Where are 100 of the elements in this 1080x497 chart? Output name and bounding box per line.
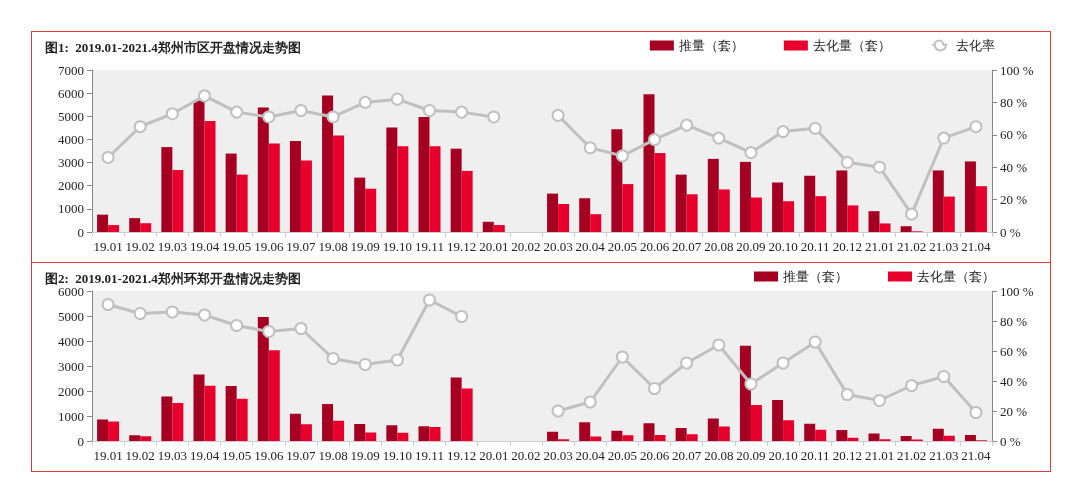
- bar: [611, 129, 623, 232]
- bar: [300, 160, 312, 232]
- bar: [289, 413, 301, 441]
- bar: [675, 428, 687, 441]
- y2-tick-label: 60 %: [1000, 127, 1028, 143]
- point: [969, 120, 983, 134]
- bar: [236, 174, 248, 232]
- y2-tick-label: 40 %: [1000, 159, 1028, 175]
- bar: [450, 148, 462, 232]
- point: [487, 110, 501, 124]
- x-tick-label: 19.03: [157, 239, 187, 254]
- bar: [707, 158, 719, 232]
- bar: [750, 405, 762, 441]
- bar: [354, 177, 366, 232]
- x-tick-label: 20.05: [607, 239, 637, 254]
- bar: [204, 120, 216, 232]
- point: [101, 150, 115, 164]
- bar: [739, 161, 751, 232]
- point: [198, 89, 211, 103]
- bar: [450, 377, 462, 441]
- y2-tick-label: 80 %: [1000, 94, 1028, 110]
- x-tick-label: 20.03: [543, 239, 573, 254]
- bar: [482, 221, 494, 232]
- x-tick-label: 19.08: [318, 239, 348, 254]
- bar: [815, 196, 827, 232]
- y-tick-label: 5000: [58, 308, 84, 324]
- x-tick-label: 20.08: [704, 239, 734, 254]
- bar: [129, 218, 141, 232]
- x-tick-label: 19.06: [254, 448, 284, 463]
- x-tick-label: 19.09: [350, 448, 380, 463]
- point: [583, 395, 597, 409]
- x-tick-label: 20.02: [511, 239, 541, 254]
- x-tick-label: 20.03: [543, 448, 573, 463]
- point: [905, 207, 919, 221]
- point: [648, 382, 661, 395]
- y-tick-label: 4000: [58, 333, 84, 349]
- legend-label: 去化量（套）: [812, 38, 891, 53]
- bar: [429, 427, 441, 441]
- point: [680, 118, 694, 132]
- point: [294, 322, 308, 335]
- point: [230, 105, 244, 119]
- bar: [675, 174, 687, 232]
- x-tick-label: 19.10: [382, 448, 412, 463]
- x-tick-label: 20.10: [768, 239, 798, 254]
- bar: [129, 435, 141, 441]
- y2-tick-label: 100 %: [1000, 283, 1034, 299]
- point: [744, 146, 758, 160]
- y2-tick-label: 60 %: [1000, 343, 1028, 359]
- x-tick-label: 20.04: [575, 448, 606, 463]
- point: [680, 356, 694, 370]
- bar: [161, 396, 173, 441]
- y-tick-label: 6000: [58, 85, 84, 101]
- bar: [97, 214, 109, 232]
- x-tick-label: 20.08: [704, 448, 734, 463]
- bar: [108, 421, 120, 441]
- y2-tick-label: 40 %: [1000, 373, 1028, 389]
- bar: [418, 116, 430, 232]
- bar: [579, 198, 591, 232]
- y2-tick-label: 0 %: [1000, 224, 1021, 240]
- bar: [804, 175, 816, 232]
- bar: [365, 188, 377, 232]
- point: [969, 406, 983, 419]
- x-tick-label: 19.04: [189, 448, 220, 463]
- bar: [718, 426, 730, 441]
- x-tick-label: 19.04: [189, 239, 220, 254]
- x-tick-label: 20.12: [832, 239, 862, 254]
- bar: [643, 94, 655, 232]
- legend-label: 去化率: [956, 38, 995, 53]
- point: [358, 95, 372, 109]
- y2-tick-label: 100 %: [1000, 62, 1034, 78]
- y-tick-label: 2000: [58, 178, 84, 194]
- x-tick-label: 21.02: [897, 239, 927, 254]
- bar: [847, 205, 859, 232]
- x-tick-label: 19.03: [157, 448, 187, 463]
- point: [262, 325, 276, 338]
- bar: [783, 201, 795, 232]
- x-tick-label: 20.07: [672, 239, 702, 254]
- bar: [172, 403, 184, 441]
- x-tick-label: 21.01: [864, 448, 895, 463]
- bar: [547, 431, 559, 441]
- x-tick-label: 20.06: [639, 448, 670, 463]
- bar: [140, 436, 152, 441]
- x-tick-label: 20.06: [639, 239, 670, 254]
- x-tick-label: 20.12: [832, 448, 862, 463]
- bar: [108, 225, 120, 232]
- bar: [622, 435, 634, 441]
- x-tick-label: 20.11: [800, 239, 830, 254]
- point: [873, 160, 886, 174]
- x-tick-label: 20.04: [575, 239, 606, 254]
- x-tick-label: 19.12: [447, 239, 477, 254]
- bar: [140, 223, 152, 232]
- x-tick-label: 21.04: [961, 448, 992, 463]
- x-tick-label: 20.10: [768, 448, 798, 463]
- point: [808, 335, 822, 349]
- x-tick-label: 21.03: [929, 239, 959, 254]
- bar: [354, 424, 366, 441]
- x-tick-label: 19.07: [286, 239, 317, 254]
- bar: [707, 418, 719, 441]
- bar: [815, 429, 827, 441]
- bar: [397, 432, 409, 441]
